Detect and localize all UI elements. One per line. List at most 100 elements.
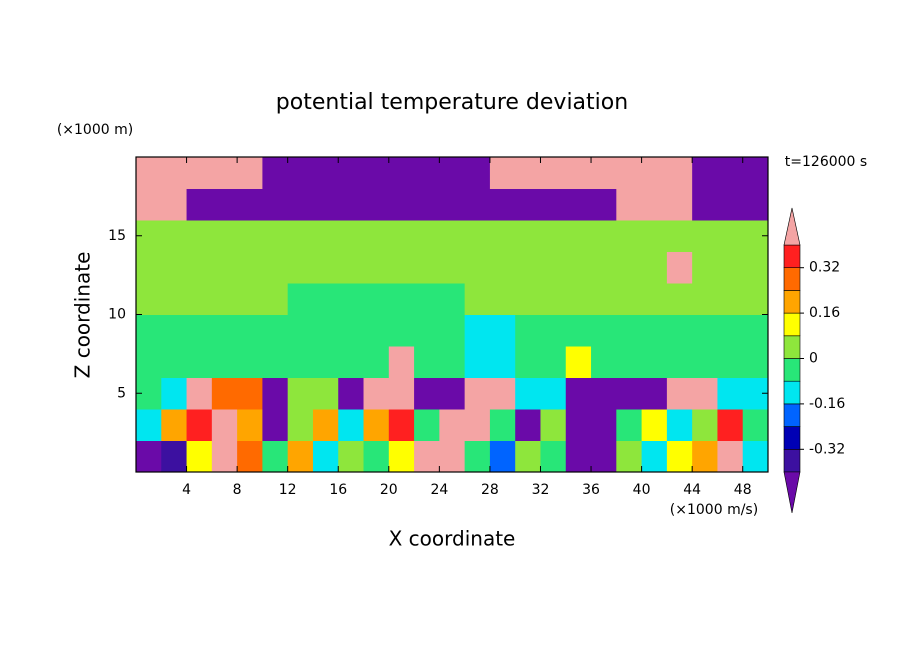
contour-cell [464, 314, 491, 347]
contour-cell [692, 283, 718, 315]
contour-cell [338, 188, 365, 221]
contour-cell [591, 251, 617, 284]
contour-cell [211, 251, 238, 284]
contour-cell [287, 188, 314, 221]
contour-cell [237, 377, 263, 410]
contour-cell [464, 220, 491, 252]
contour-cell [742, 251, 769, 284]
contour-cell [641, 251, 668, 284]
contour-cell [591, 314, 617, 347]
contour-cell [363, 440, 390, 473]
contour-cell [591, 220, 617, 252]
contour-cell [515, 346, 541, 378]
contour-cell [515, 409, 541, 441]
contour-cell [186, 157, 213, 189]
contour-cell [439, 220, 466, 252]
contour-cell [414, 220, 440, 252]
contour-cell [565, 377, 592, 410]
contour-cell [591, 188, 617, 221]
contour-cell [388, 220, 415, 252]
contour-cell [616, 314, 643, 347]
contour-cell [717, 188, 744, 221]
contour-cell [136, 188, 162, 221]
contour-cell [237, 314, 263, 347]
contour-cell [742, 440, 769, 473]
contour-cell [717, 314, 744, 347]
contour-cell [414, 377, 440, 410]
contour-cell [666, 251, 693, 284]
contour-cell [742, 188, 769, 221]
x-tick-label: 44 [683, 482, 701, 498]
colorbar-low [783, 471, 801, 514]
contour-cell [338, 157, 365, 189]
contour-cell [363, 283, 390, 315]
contour-cell [414, 283, 440, 315]
contour-cell [439, 377, 466, 410]
contour-cell [338, 220, 365, 252]
contour-cell [464, 188, 491, 221]
colorbar-tick-label: -0.32 [809, 441, 845, 457]
contour-cell [161, 409, 188, 441]
contour-cell [692, 157, 718, 189]
contour-cell [161, 377, 188, 410]
contour-cell [515, 251, 541, 284]
colorbar-band [783, 335, 801, 359]
contour-cell [363, 220, 390, 252]
contour-cell [591, 283, 617, 315]
contour-cell [540, 188, 567, 221]
contour-cell [540, 251, 567, 284]
contour-cell [540, 346, 567, 378]
contour-cell [540, 314, 567, 347]
contour-cell [287, 314, 314, 347]
colorbar-tick-label: 0 [809, 351, 818, 367]
contour-cell [161, 283, 188, 315]
contour-cell [641, 157, 668, 189]
contour-cell [338, 251, 365, 284]
contour-cell [439, 157, 466, 189]
contour-cell [237, 251, 263, 284]
contour-cell [161, 220, 188, 252]
contour-cell [439, 314, 466, 347]
contour-cell [641, 346, 668, 378]
contour-cell [489, 346, 516, 378]
contour-cell [692, 409, 718, 441]
contour-cell [211, 188, 238, 221]
contour-cell [515, 283, 541, 315]
contour-cell [312, 157, 339, 189]
contour-cell [363, 188, 390, 221]
contour-cell [616, 188, 643, 221]
contour-cell [338, 314, 365, 347]
contour-cell [641, 188, 668, 221]
contour-cell [464, 377, 491, 410]
contour-cell [565, 440, 592, 473]
contour-cell [186, 314, 213, 347]
contour-cell [641, 220, 668, 252]
contour-cell [464, 283, 491, 315]
y-unit: (×1000 m) [57, 122, 133, 138]
contour-cell [616, 409, 643, 441]
contour-cell [489, 314, 516, 347]
x-tick-label: 8 [233, 482, 242, 498]
contour-cell [692, 314, 718, 347]
contour-cell [388, 251, 415, 284]
contour-cell [287, 220, 314, 252]
contour-cell [565, 346, 592, 378]
x-unit: (×1000 m/s) [670, 502, 758, 518]
contour-cell [439, 283, 466, 315]
x-tick-label: 48 [734, 482, 752, 498]
contour-cell [262, 409, 289, 441]
contour-cell [186, 409, 213, 441]
contour-cell [439, 188, 466, 221]
contour-cell [237, 220, 263, 252]
contour-cell [287, 440, 314, 473]
contour-cell [565, 409, 592, 441]
contour-cell [439, 346, 466, 378]
contour-cell [666, 314, 693, 347]
contour-cell [717, 251, 744, 284]
contour-cell [237, 346, 263, 378]
contour-cell [312, 220, 339, 252]
x-tick-label: 40 [633, 482, 651, 498]
contour-cell [464, 346, 491, 378]
contour-cell [464, 157, 491, 189]
contour-cell [717, 377, 744, 410]
